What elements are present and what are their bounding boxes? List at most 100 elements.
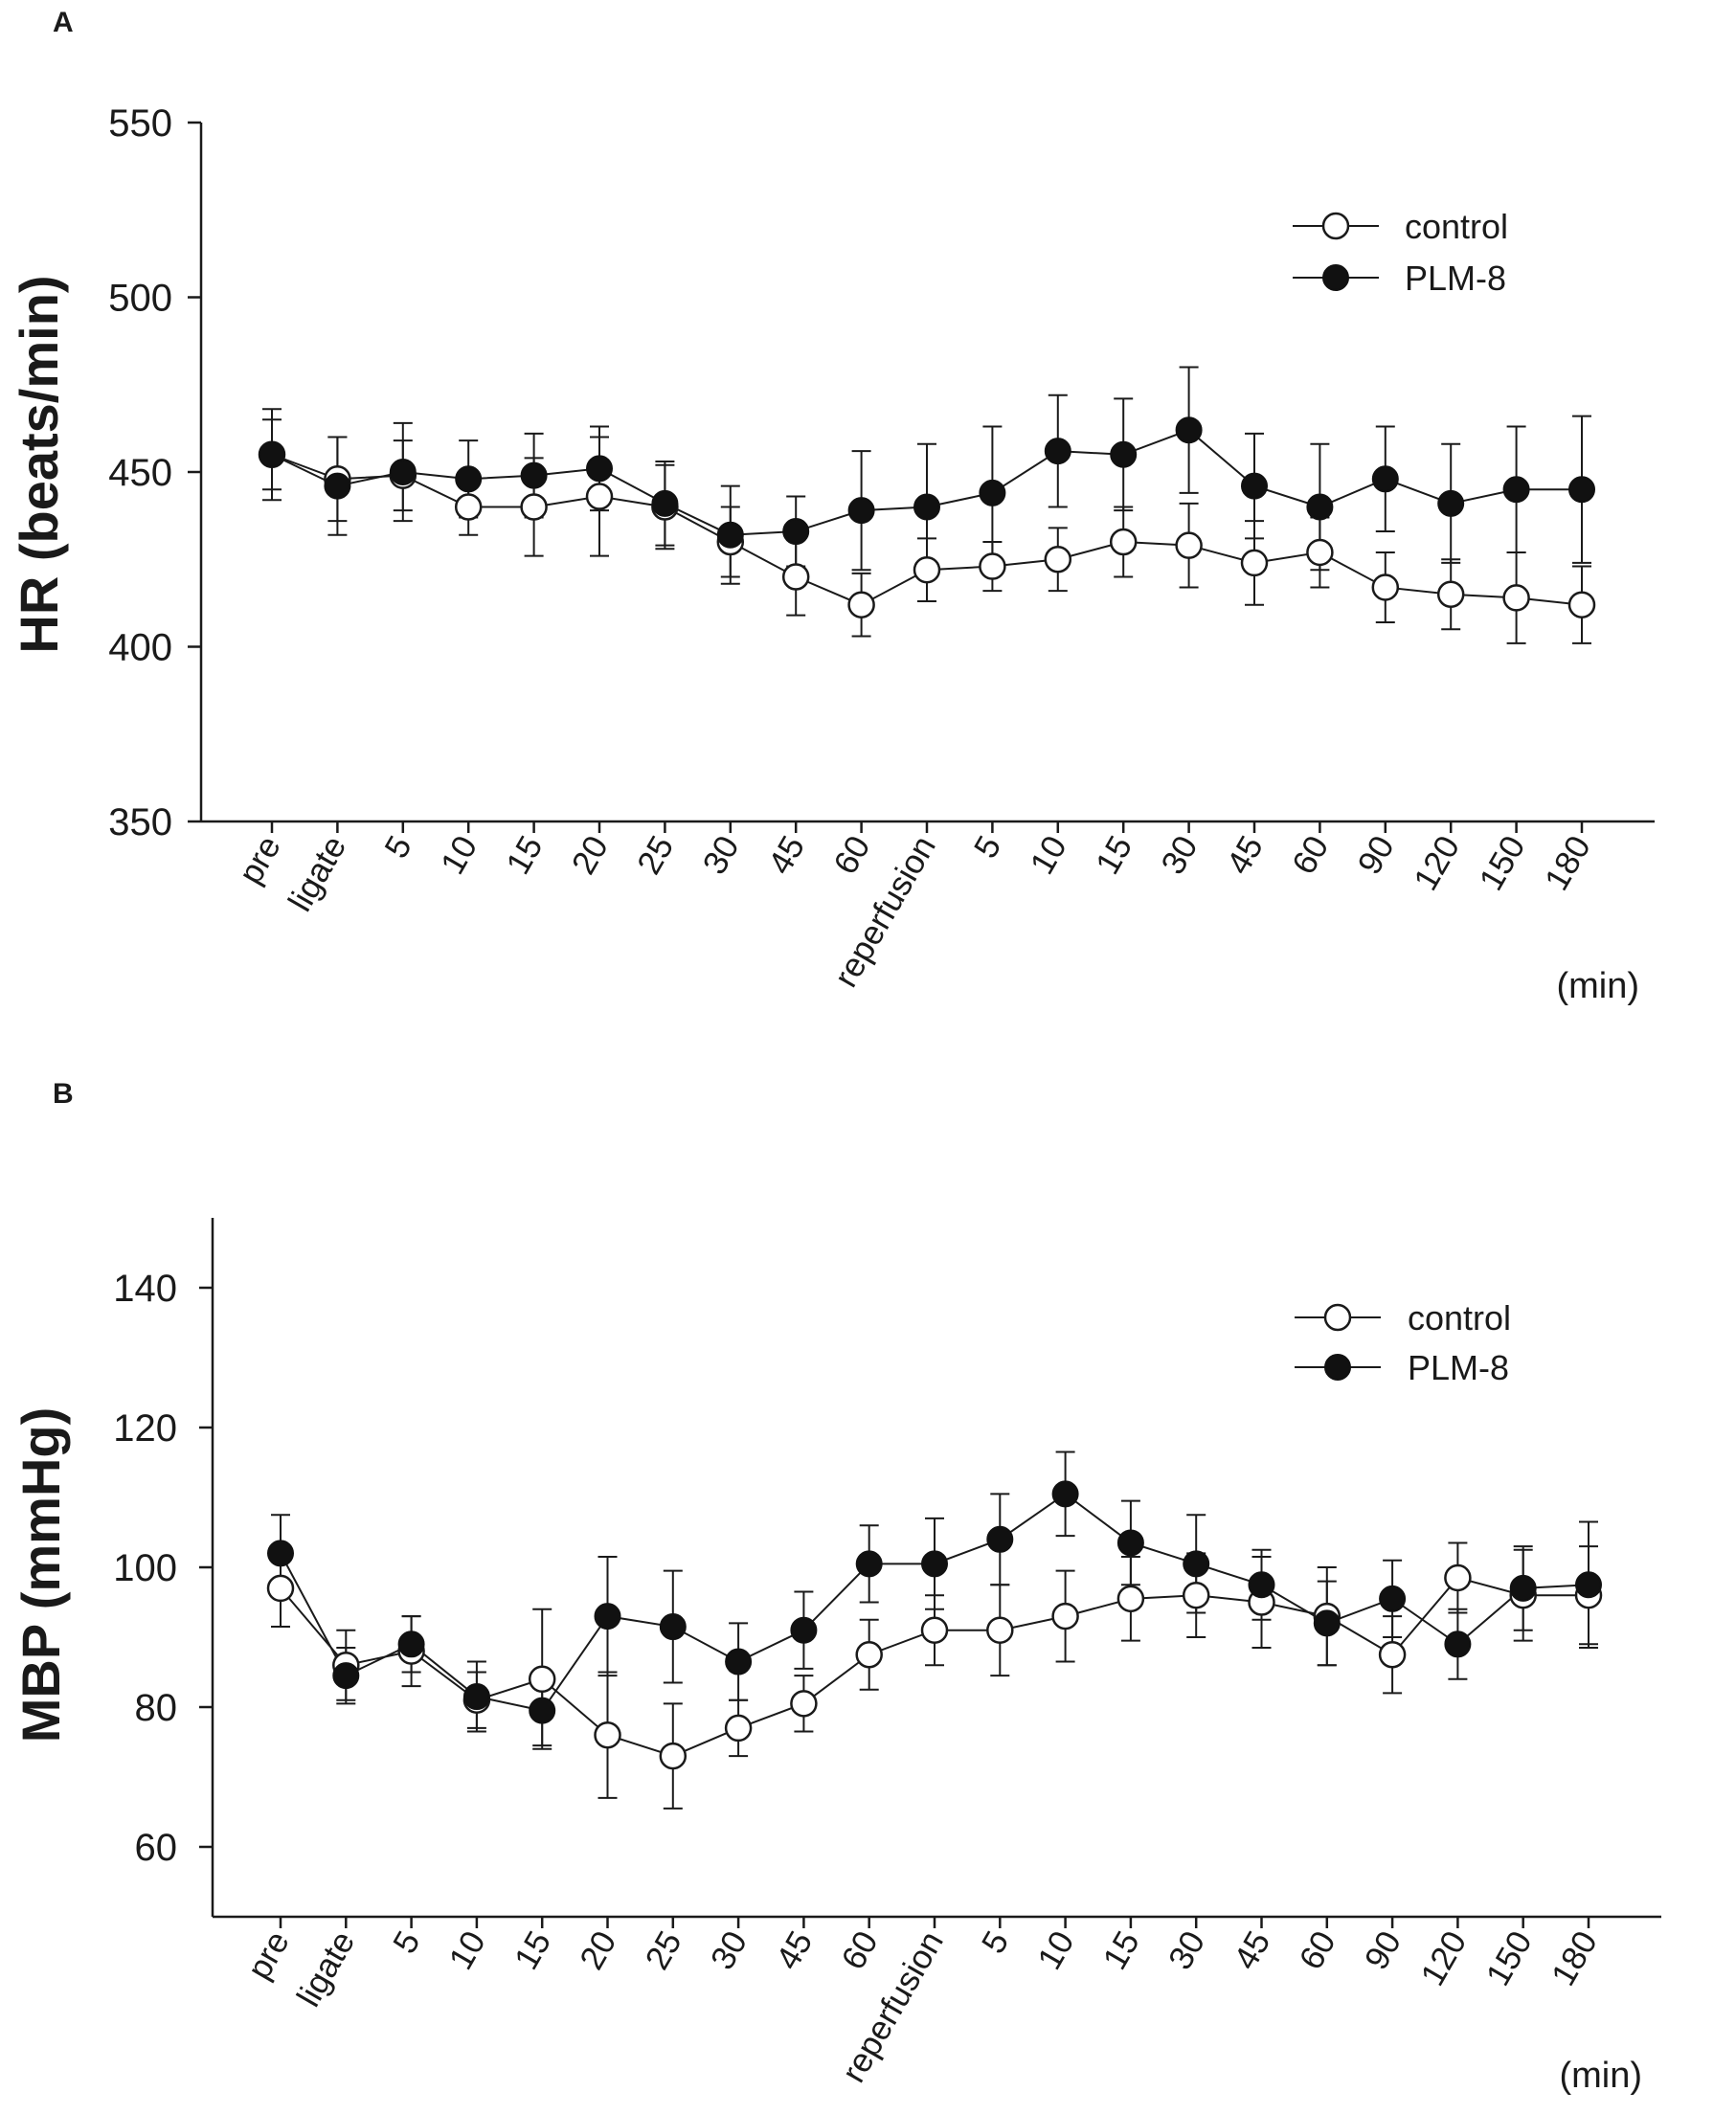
legend-control-marker [1323, 1303, 1352, 1332]
panel-b-control-point [920, 1616, 949, 1644]
panel-a-control-point [1240, 549, 1269, 577]
panel-b-plm8-point [397, 1630, 425, 1658]
panel-a-control-point [979, 552, 1006, 580]
panel-b-control-point [1444, 1563, 1472, 1592]
panel-b-control-point [1378, 1641, 1407, 1669]
panel-b-label: B [53, 1078, 74, 1110]
panel-a-y-tick-label: 450 [108, 452, 172, 494]
panel-a-plm8-point [1241, 472, 1268, 500]
panel-a-control-point [781, 563, 810, 591]
panel-a-plm8-point [389, 459, 417, 485]
panel-b-control-point [1182, 1581, 1210, 1609]
panel-b-plm8-point [1051, 1480, 1079, 1508]
panel-b-y-tick-label: 120 [113, 1407, 177, 1450]
panel-a-series [258, 366, 1596, 644]
panel-a-plm8-point [1110, 440, 1138, 468]
panel-b-plm8-point [1248, 1571, 1275, 1599]
panel-b-y-tick-label: 140 [113, 1268, 177, 1310]
panel-b-control-point [659, 1742, 688, 1770]
panel-b-y-tick-label: 60 [135, 1827, 178, 1869]
panel-a-label: A [53, 7, 74, 38]
panel-a-plm8-point [913, 493, 940, 521]
panel-b-control-point [594, 1720, 621, 1749]
legend-control-marker [1321, 212, 1350, 240]
panel-b-plm8-point [1183, 1550, 1210, 1578]
panel-b-plm8-point [790, 1616, 818, 1644]
legend-plm8-marker [1324, 1354, 1351, 1381]
panel-b-plm8-point [921, 1550, 948, 1578]
legend-control-label: control [1405, 207, 1508, 246]
panel-b-control-point [790, 1690, 818, 1718]
panel-a-plm8-point [455, 465, 483, 493]
panel-b-plm8-point [659, 1613, 687, 1641]
panel-a-control-point [1436, 580, 1465, 608]
panel-b-plm8-point [1575, 1571, 1602, 1599]
panel-a-control-point [1109, 528, 1138, 556]
panel-b-control-point [986, 1616, 1014, 1644]
panel-b-control-point [1116, 1585, 1145, 1613]
panel-b-plm8-point [594, 1603, 621, 1630]
panel-a-y-axis-label: HR (beats/min) [9, 275, 69, 653]
panel-b-control-point [855, 1641, 883, 1669]
panel-a-plm8-point [324, 472, 351, 500]
panel-a-plm8-point [586, 455, 613, 483]
panel-a-plm8-point [1502, 476, 1530, 504]
panel-a-control-point [913, 555, 941, 584]
panel-b-plm8-point [855, 1550, 883, 1578]
panel-b-legend: control PLM-8 [1295, 1298, 1511, 1387]
panel-b-plm8-point [1444, 1630, 1472, 1658]
panel-a-control-point [1175, 531, 1203, 559]
panel-a-control-point [1044, 546, 1072, 573]
panel-b-plm8-point [1509, 1574, 1537, 1602]
panel-a-chart: A HR (beats/min) (min) 350400450500550pr… [9, 7, 1655, 1006]
panel-a-plm8-point [1437, 489, 1465, 517]
panel-a-control-point [1502, 584, 1530, 612]
panel-a-plm8-point [847, 497, 875, 525]
panel-a-x-unit-label: (min) [1556, 966, 1639, 1006]
panel-b-y-tick-label: 80 [135, 1687, 178, 1729]
panel-b-plm8-point [1379, 1585, 1407, 1612]
panel-a-plm8-point [1175, 416, 1203, 444]
panel-a-plm8-point [520, 461, 548, 489]
legend-plm8-marker [1322, 264, 1349, 291]
panel-a-plm8-point [782, 518, 810, 546]
panel-b-plm8-point [332, 1662, 360, 1690]
panel-a-plm8-point [716, 521, 744, 549]
legend-plm8-label: PLM-8 [1408, 1348, 1509, 1387]
panel-b-plm8-point [462, 1683, 490, 1711]
panel-a-y-tick-label: 500 [108, 278, 172, 320]
panel-b-plm8-point [529, 1697, 556, 1724]
panel-b-x-unit-label: (min) [1559, 2056, 1642, 2096]
panel-a-y-tick-label: 400 [108, 627, 172, 669]
panel-a-plm8-point [259, 440, 285, 468]
panel-a-y-tick-label: 550 [108, 102, 172, 145]
panel-b-control-point [1051, 1602, 1079, 1630]
panel-a-control-point [1306, 538, 1334, 567]
panel-a-control-point [1567, 591, 1596, 618]
panel-b-y-tick-label: 100 [113, 1547, 177, 1589]
legend-plm8-label: PLM-8 [1405, 259, 1506, 298]
panel-a-plm8-point [1044, 438, 1071, 465]
panel-b-plm8-point [725, 1648, 753, 1675]
panel-a-plm8-point [1371, 465, 1399, 493]
panel-a-plm8-point [1568, 476, 1595, 504]
panel-b-control-point [724, 1714, 753, 1743]
panel-a-control-point [1371, 573, 1400, 601]
panel-b-plm8-point [1313, 1609, 1341, 1637]
panel-a-plm8-point [651, 489, 679, 517]
panel-a-plm8-point [1306, 493, 1334, 521]
panel-b-plm8-point [986, 1525, 1014, 1553]
panel-b-control-point [528, 1665, 556, 1694]
panel-a-control-point [520, 493, 548, 521]
panel-b-plm8-point [1116, 1529, 1144, 1557]
panel-a-control-point [454, 493, 483, 521]
panel-a-legend: control PLM-8 [1293, 207, 1508, 298]
panel-a-plm8-point [979, 479, 1006, 506]
panel-a-control-point [585, 483, 614, 510]
panel-b-plm8-point [267, 1540, 294, 1567]
legend-control-label: control [1408, 1298, 1511, 1338]
panel-a-control-point [847, 591, 875, 618]
panel-b-control-point [266, 1574, 295, 1603]
